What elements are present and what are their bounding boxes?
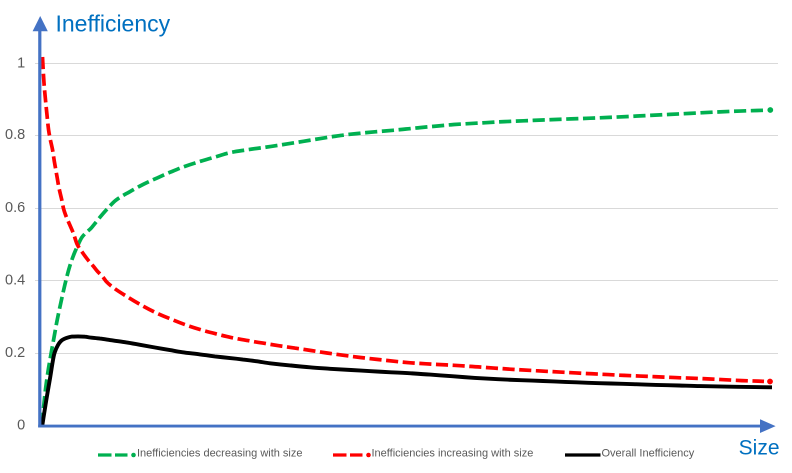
svg-text:0.8: 0.8 [5, 127, 25, 143]
svg-text:Inefficiency: Inefficiency [56, 11, 171, 37]
svg-text:0.4: 0.4 [5, 272, 25, 288]
svg-text:1: 1 [17, 56, 25, 72]
svg-text:Overall Inefficiency: Overall Inefficiency [602, 448, 695, 460]
svg-text:Size: Size [739, 437, 780, 460]
svg-text:0: 0 [17, 418, 25, 434]
svg-text:Inefficiencies increasing with: Inefficiencies increasing with size [372, 448, 534, 460]
svg-text:0.6: 0.6 [5, 200, 25, 216]
svg-text:0.2: 0.2 [5, 345, 25, 361]
svg-text:Inefficiencies decreasing with: Inefficiencies decreasing with size [137, 448, 303, 460]
